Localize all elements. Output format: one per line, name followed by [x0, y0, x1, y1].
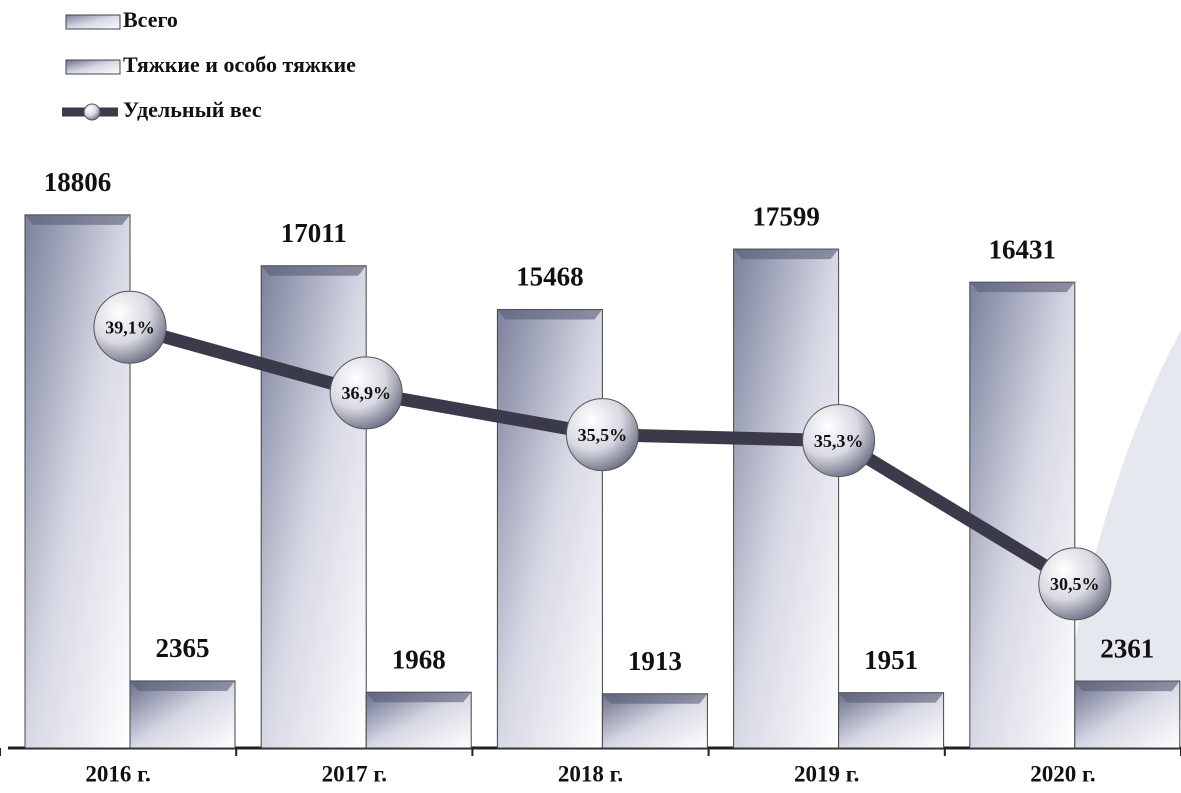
bar [733, 248, 840, 749]
x-tick-label: 2020 г. [1030, 761, 1095, 786]
bar-bevel [25, 214, 130, 225]
legend-label: Удельный вес [123, 97, 262, 122]
value-label: 39,1% [105, 317, 155, 337]
bar-bevel [261, 265, 367, 276]
background-shape [1060, 330, 1181, 720]
bar-bevel [969, 282, 1075, 293]
bar-bevel [838, 692, 944, 703]
legend-label: Тяжкие и особо тяжкие [123, 52, 356, 77]
legend-icon [83, 103, 101, 121]
x-tick-label: 2017 г. [322, 761, 387, 786]
value-label: 36,9% [341, 383, 391, 403]
bar-bevel [497, 309, 603, 320]
bar [260, 265, 367, 749]
legend-label: Всего [123, 7, 178, 32]
value-label: 2361 [1100, 633, 1154, 663]
bar [1074, 680, 1181, 749]
value-label: 35,5% [578, 425, 628, 445]
x-tick-label: 2018 г. [558, 761, 623, 786]
value-label: 16431 [989, 234, 1057, 264]
value-label: 2365 [156, 633, 210, 663]
x-tick-label: 2016 г. [85, 761, 150, 786]
bar [129, 680, 236, 749]
line-marker [565, 398, 639, 472]
bar-bevel [130, 680, 235, 691]
value-label: 17599 [752, 201, 820, 231]
x-tick-label: 2019 г. [794, 761, 859, 786]
value-label: 30,5% [1050, 574, 1100, 594]
line-marker [93, 290, 167, 364]
line-marker [1038, 547, 1112, 621]
bar-bevel [602, 693, 708, 704]
bar [496, 308, 603, 749]
legend-icon [65, 14, 121, 30]
legend-icon [65, 59, 121, 75]
line-marker [802, 404, 876, 478]
value-label: 1968 [392, 644, 446, 674]
value-label: 18806 [44, 167, 112, 197]
value-label: 1913 [628, 646, 682, 676]
value-label: 1951 [864, 645, 918, 675]
value-label: 15468 [516, 262, 584, 292]
value-label: 35,3% [814, 431, 864, 451]
bar [969, 281, 1076, 749]
line-marker [329, 356, 403, 430]
bar-bevel [1074, 681, 1180, 692]
bar-bevel [733, 249, 839, 260]
value-label: 17011 [281, 218, 347, 248]
bar-bevel [366, 692, 472, 703]
